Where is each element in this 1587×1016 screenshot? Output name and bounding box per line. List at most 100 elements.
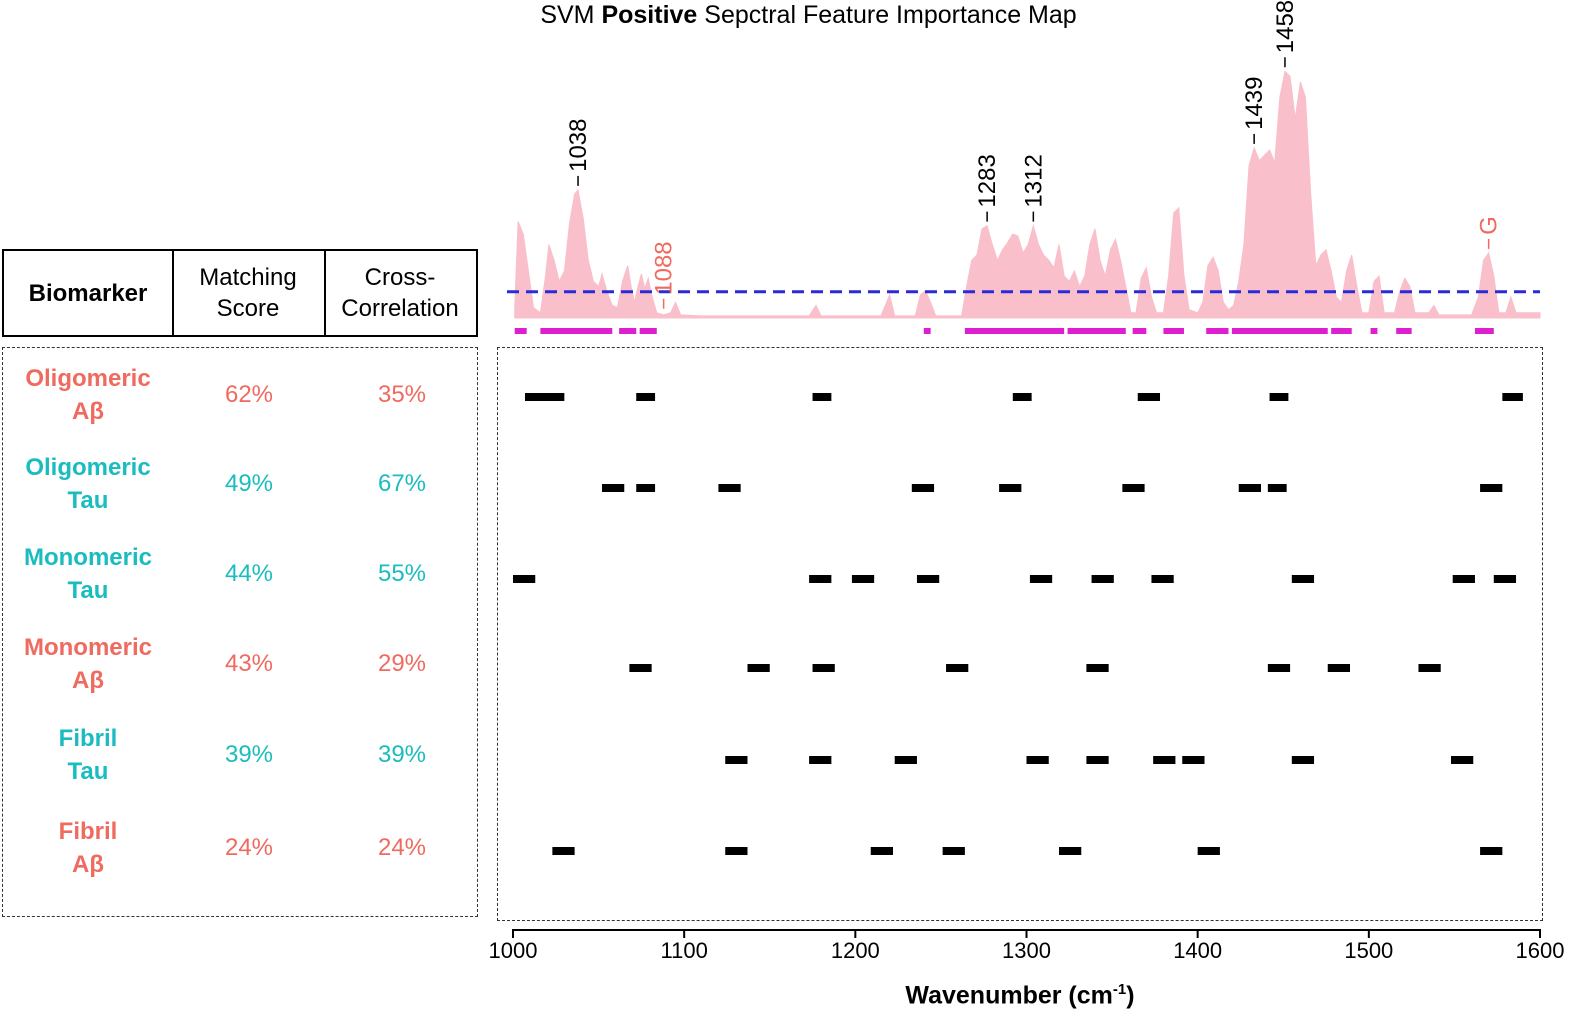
cross-correlation: 39%: [377, 741, 427, 768]
biomarker-band: [851, 575, 875, 583]
selected-region: [964, 328, 1065, 334]
biomarker-name-line2: Aβ: [72, 398, 104, 425]
x-tick-label: 1600: [1516, 938, 1565, 963]
biomarker-band: [747, 664, 770, 672]
table-row: Oligomeric Aβ 62% 35%: [2, 360, 478, 430]
biomarker-name-line1: Oligomeric: [25, 365, 151, 392]
biomarker-band: [1086, 664, 1109, 672]
biomarker-band: [636, 393, 656, 401]
biomarker-band: [1452, 575, 1475, 583]
x-axis-label-sup: -1: [1112, 981, 1127, 998]
biomarker-band: [999, 484, 1022, 492]
biomarker-band: [809, 575, 832, 583]
biomarker-name-line2: Aβ: [72, 851, 104, 878]
selected-region: [1231, 328, 1328, 334]
biomarker-band: [1026, 756, 1049, 764]
biomarker-band: [1493, 575, 1517, 583]
cross-correlation: 35%: [377, 381, 427, 408]
biomarker-name-line1: Monomeric: [23, 544, 152, 571]
biomarker-band: [725, 847, 748, 855]
matching-score: 44%: [224, 560, 274, 587]
x-axis-label-main: Wavenumber (cm: [905, 981, 1113, 1010]
selected-region: [923, 328, 931, 334]
biomarker-name-line2: Tau: [67, 487, 109, 514]
biomarker-name-line1: Oligomeric: [25, 454, 151, 481]
cross-correlation: 29%: [377, 650, 427, 677]
x-tick-label: 1500: [1344, 938, 1393, 963]
selected-region: [1067, 328, 1126, 334]
matching-score: 43%: [224, 650, 274, 677]
peak-label: 1439: [1241, 77, 1268, 130]
biomarker-band: [1291, 575, 1315, 583]
biomarker-band: [1091, 575, 1114, 583]
peak-label: G: [1476, 216, 1503, 235]
biomarker-band: [1291, 756, 1315, 764]
table-row: Oligomeric Tau 49% 67%: [2, 449, 478, 519]
selected-region: [1331, 328, 1352, 334]
title-prefix: SVM: [540, 1, 595, 29]
biomarker-band: [946, 664, 969, 672]
biomarker-name-line2: Tau: [67, 577, 109, 604]
biomarker-name-line2: Aβ: [72, 667, 104, 694]
matching-score: 49%: [224, 470, 274, 497]
x-tick-label: 1100: [661, 938, 708, 963]
selected-region: [619, 328, 637, 334]
header-matching-line1: Matching: [199, 264, 297, 291]
biomarker-band: [1238, 484, 1261, 492]
biomarker-name-line1: Fibril: [58, 725, 118, 752]
title-suffix: Sepctral Feature Importance Map: [704, 1, 1077, 29]
header-cross-correlation: Cross- Correlation: [324, 249, 478, 337]
biomarker-band: [911, 484, 935, 492]
x-axis-label: Wavenumber (cm-1): [497, 972, 1543, 1010]
biomarker-band: [636, 484, 656, 492]
biomarker-band: [809, 756, 832, 764]
biomarker-name: Fibril Tau: [2, 720, 174, 790]
biomarker-band: [1122, 484, 1145, 492]
header-biomarker-label: Biomarker: [28, 279, 148, 307]
biomarker-band: [513, 575, 536, 583]
biomarker-band: [1480, 484, 1503, 492]
biomarker-band: [1267, 664, 1291, 672]
cross-correlation: 24%: [377, 834, 427, 861]
biomarker-band: [718, 484, 741, 492]
biomarker-band: [1182, 756, 1205, 764]
header-matching-score: Matching Score: [172, 249, 326, 337]
biomarker-name-line1: Monomeric: [23, 634, 152, 661]
biomarker-name: Oligomeric Tau: [2, 449, 174, 519]
matching-score: 24%: [224, 834, 274, 861]
biomarker-name: Oligomeric Aβ: [2, 360, 174, 430]
peak-label: 1038: [565, 119, 592, 172]
peak-label: 1458: [1272, 0, 1299, 53]
biomarker-band: [1418, 664, 1441, 672]
x-tick-label: 1000: [489, 938, 538, 963]
biomarker-band: [725, 756, 748, 764]
peak-label: 1312: [1020, 154, 1047, 207]
selected-region: [1132, 328, 1147, 334]
biomarker-band: [602, 484, 625, 492]
chart-title: SVM Positive Sepctral Feature Importance…: [0, 0, 1587, 30]
selected-region: [1163, 328, 1184, 334]
table-row: Monomeric Aβ 43% 29%: [2, 629, 478, 699]
biomarker-band: [1012, 393, 1032, 401]
selected-region: [540, 328, 613, 334]
selected-region: [1206, 328, 1229, 334]
x-tick-label: 1400: [1173, 938, 1222, 963]
table-row: Fibril Aβ 24% 24%: [2, 813, 478, 883]
header-matching-line2: Score: [216, 295, 280, 322]
table-row: Fibril Tau 39% 39%: [2, 720, 478, 790]
biomarker-band: [1267, 484, 1287, 492]
bands-plot-box: [497, 347, 1543, 921]
biomarker-band: [812, 393, 832, 401]
biomarker-name-line1: Fibril: [58, 818, 118, 845]
biomarker-band: [870, 847, 893, 855]
peak-label: 1088: [651, 241, 678, 294]
selected-region: [1396, 328, 1412, 334]
biomarker-band: [1197, 847, 1220, 855]
peak-label: 1283: [974, 154, 1001, 207]
biomarker-band: [1269, 393, 1289, 401]
biomarker-band: [629, 664, 652, 672]
biomarker-table-box: [2, 347, 478, 917]
cross-correlation: 67%: [377, 470, 427, 497]
matching-score: 39%: [224, 741, 274, 768]
